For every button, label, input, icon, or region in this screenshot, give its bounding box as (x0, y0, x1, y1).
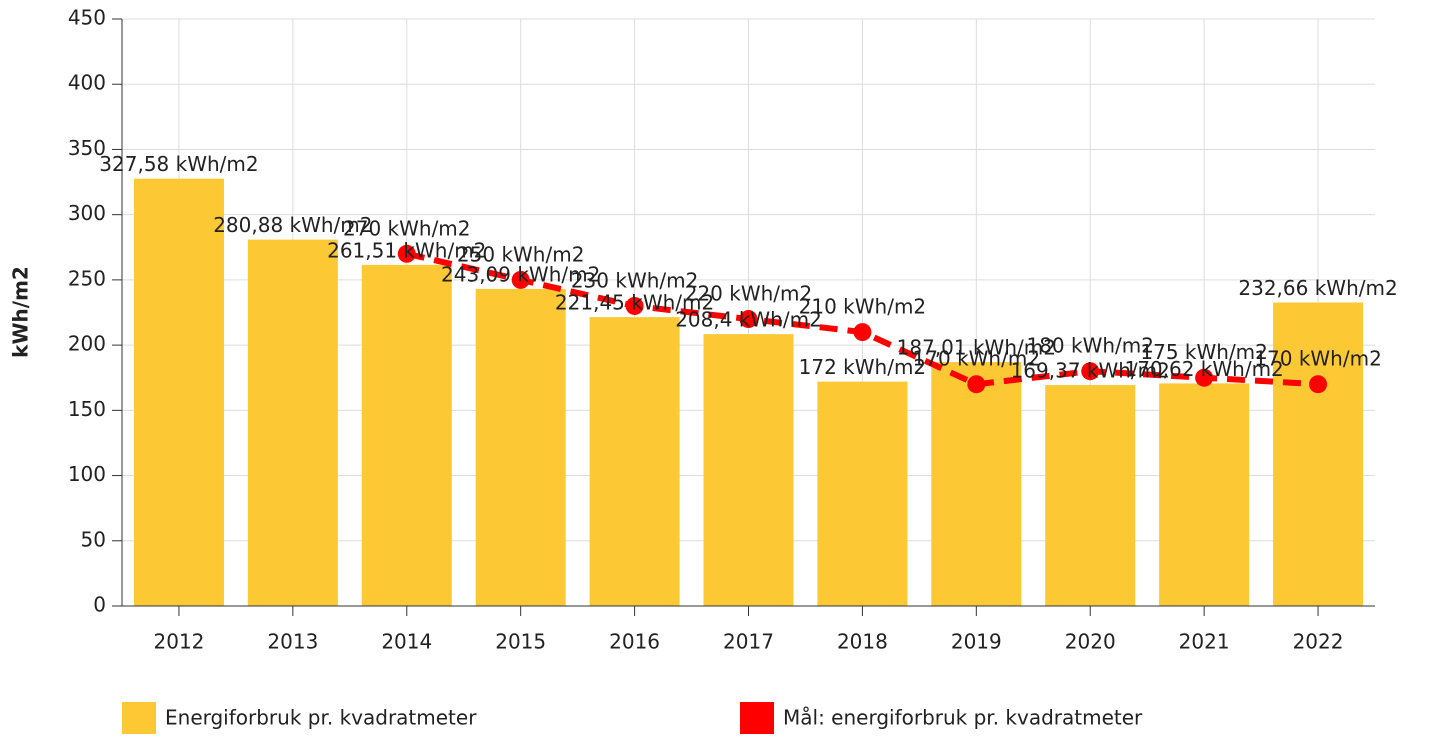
x-tick-label: 2017 (723, 630, 774, 654)
legend-label: Energiforbruk pr. kvadratmeter (165, 706, 477, 730)
x-tick-label: 2013 (267, 630, 318, 654)
target-point (1081, 362, 1100, 381)
x-tick-label: 2015 (495, 630, 546, 654)
target-point (625, 296, 644, 315)
y-tick-label: 50 (81, 527, 106, 551)
y-tick-label: 200 (68, 332, 106, 356)
y-tick-label: 150 (68, 397, 106, 421)
y-tick-label: 300 (68, 201, 106, 225)
data-label: 250 kWh/m2 (457, 242, 585, 266)
target-point (1195, 368, 1214, 387)
x-tick-label: 2021 (1179, 630, 1230, 654)
y-tick-label: 250 (68, 266, 106, 290)
target-point (511, 270, 530, 289)
x-tick-label: 2020 (1065, 630, 1116, 654)
data-label: 210 kWh/m2 (799, 295, 927, 319)
data-label: 243,09 kWh/m2 (441, 262, 600, 286)
x-tick-label: 2016 (609, 630, 660, 654)
data-label: 232,66 kWh/m2 (1238, 276, 1397, 300)
data-label: 170 kWh/m2 (1254, 347, 1382, 371)
x-tick-label: 2018 (837, 630, 888, 654)
x-tick-label: 2019 (951, 630, 1002, 654)
data-label: 169,37 kWh/m2 (1011, 359, 1170, 383)
y-tick-label: 100 (68, 462, 106, 486)
y-tick-label: 0 (93, 593, 106, 617)
data-label: 170,62 kWh/m2 (1124, 357, 1283, 381)
x-tick-label: 2014 (381, 630, 432, 654)
x-tick-label: 2012 (154, 630, 205, 654)
bar (703, 334, 794, 606)
data-label: 220 kWh/m2 (685, 282, 813, 306)
bar (589, 317, 680, 606)
x-tick-label: 2022 (1293, 630, 1344, 654)
target-point (967, 375, 986, 394)
bar (1045, 385, 1136, 606)
bar (247, 239, 338, 606)
legend-swatch (122, 702, 156, 734)
bar (475, 288, 566, 606)
data-label: 230 kWh/m2 (571, 268, 699, 292)
data-label: 175 kWh/m2 (1140, 340, 1268, 364)
data-label: 261,51 kWh/m2 (327, 238, 486, 262)
data-label: 208,4 kWh/m2 (675, 308, 822, 332)
bar (931, 362, 1022, 606)
y-tick-label: 450 (68, 6, 106, 30)
bar (1159, 383, 1250, 606)
target-point (1309, 375, 1328, 394)
data-label: 221,45 kWh/m2 (555, 291, 714, 315)
legend-swatch (740, 702, 774, 734)
bar (361, 264, 452, 606)
y-tick-label: 350 (68, 136, 106, 160)
y-tick-label: 400 (68, 71, 106, 95)
bar (133, 178, 224, 606)
target-point (739, 310, 758, 329)
data-label: 187,01 kWh/m2 (897, 336, 1056, 360)
bar (817, 381, 908, 606)
y-axis-label: kWh/m2 (9, 266, 33, 358)
target-point (853, 323, 872, 342)
data-label: 327,58 kWh/m2 (99, 152, 258, 176)
data-label: 172 kWh/m2 (799, 355, 927, 379)
bar (1273, 302, 1364, 606)
data-label: 180 kWh/m2 (1026, 334, 1154, 358)
data-label: 270 kWh/m2 (343, 216, 471, 240)
data-label: 170 kWh/m2 (913, 347, 1041, 371)
target-point (397, 244, 416, 263)
data-label: 280,88 kWh/m2 (213, 213, 372, 237)
legend-label: Mål: energiforbruk pr. kvadratmeter (783, 706, 1143, 730)
